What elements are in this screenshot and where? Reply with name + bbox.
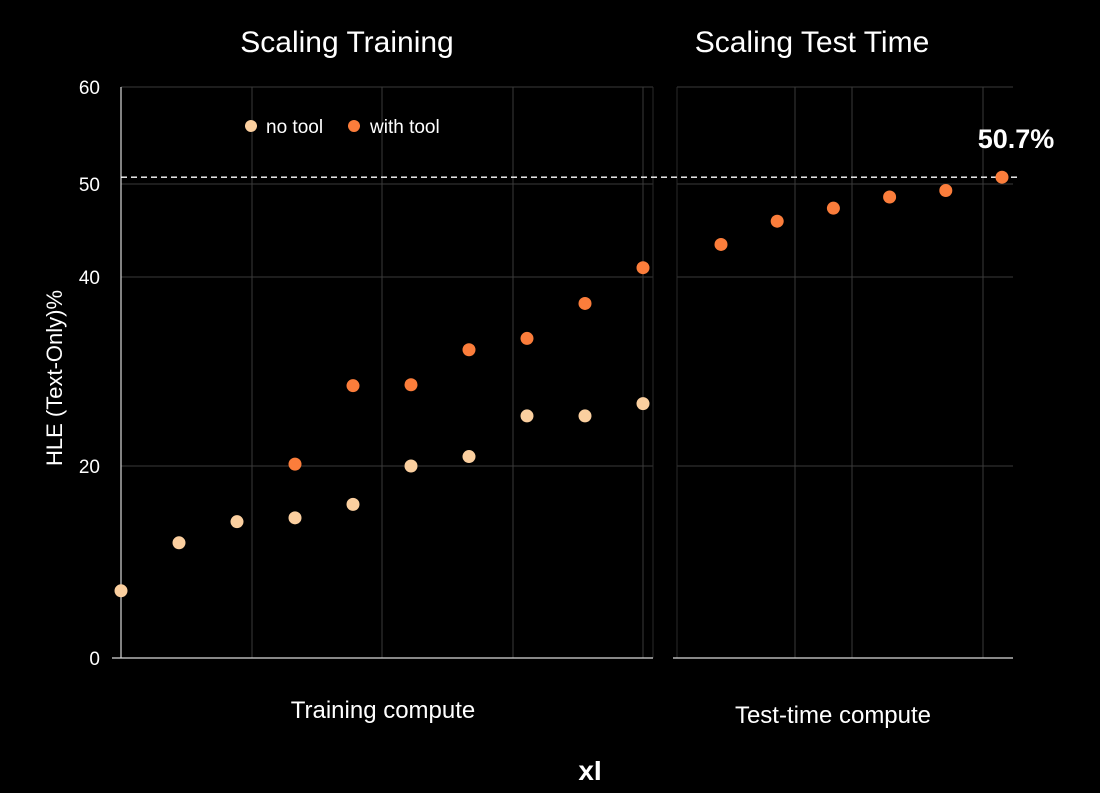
point-test-time-with-tool-6: [995, 170, 1009, 184]
point-training-no-tool-6: [404, 459, 418, 473]
y-tick-label-0: 0: [89, 649, 100, 670]
y-tick-label-20: 20: [79, 457, 100, 478]
point-test-time-with-tool-4: [883, 190, 897, 204]
panel-title-training: Scaling Training: [240, 26, 453, 59]
panel-title-test-time: Scaling Test Time: [695, 26, 930, 59]
point-test-time-with-tool-2: [770, 214, 784, 228]
x-axis-label-test-time: Test-time compute: [735, 702, 931, 729]
legend-label-with-tool: with tool: [369, 117, 440, 138]
point-training-no-tool-2: [172, 536, 186, 550]
point-training-no-tool-3: [230, 515, 244, 529]
y-axis-label: HLE (Text-Only)%: [42, 290, 67, 466]
y-tick-label-40: 40: [79, 268, 100, 289]
point-training-no-tool-1: [114, 584, 128, 598]
point-training-with-tool-2: [346, 379, 360, 393]
point-training-with-tool-7: [636, 261, 650, 275]
point-test-time-with-tool-1: [714, 237, 728, 251]
axes: [112, 87, 1013, 659]
point-test-time-with-tool-3: [826, 201, 840, 215]
point-training-with-tool-3: [404, 378, 418, 392]
legend-marker-with-tool: [348, 120, 360, 132]
xai-logo: xI: [578, 755, 601, 786]
legend: no tool with tool: [245, 117, 440, 138]
legend-marker-no-tool: [245, 120, 257, 132]
x-axis-label-training: Training compute: [291, 697, 476, 724]
point-training-no-tool-8: [520, 409, 534, 423]
point-training-with-tool-1: [288, 457, 302, 471]
point-training-no-tool-10: [636, 397, 650, 411]
y-tick-labels: 0 20 40 50 60: [79, 78, 100, 670]
y-tick-label-60: 60: [79, 78, 100, 99]
grid-lines: [121, 86, 1013, 658]
point-training-with-tool-5: [520, 331, 534, 345]
point-training-no-tool-7: [462, 450, 476, 464]
peak-annotation: 50.7%: [978, 124, 1055, 154]
legend-label-no-tool: no tool: [266, 117, 323, 138]
point-test-time-with-tool-5: [939, 184, 953, 198]
data-points: [114, 170, 1009, 598]
point-training-with-tool-4: [462, 343, 476, 357]
point-training-no-tool-4: [288, 511, 302, 525]
point-training-no-tool-9: [578, 409, 592, 423]
point-training-with-tool-6: [578, 296, 592, 310]
y-tick-label-50: 50: [79, 175, 100, 196]
point-training-no-tool-5: [346, 497, 360, 511]
